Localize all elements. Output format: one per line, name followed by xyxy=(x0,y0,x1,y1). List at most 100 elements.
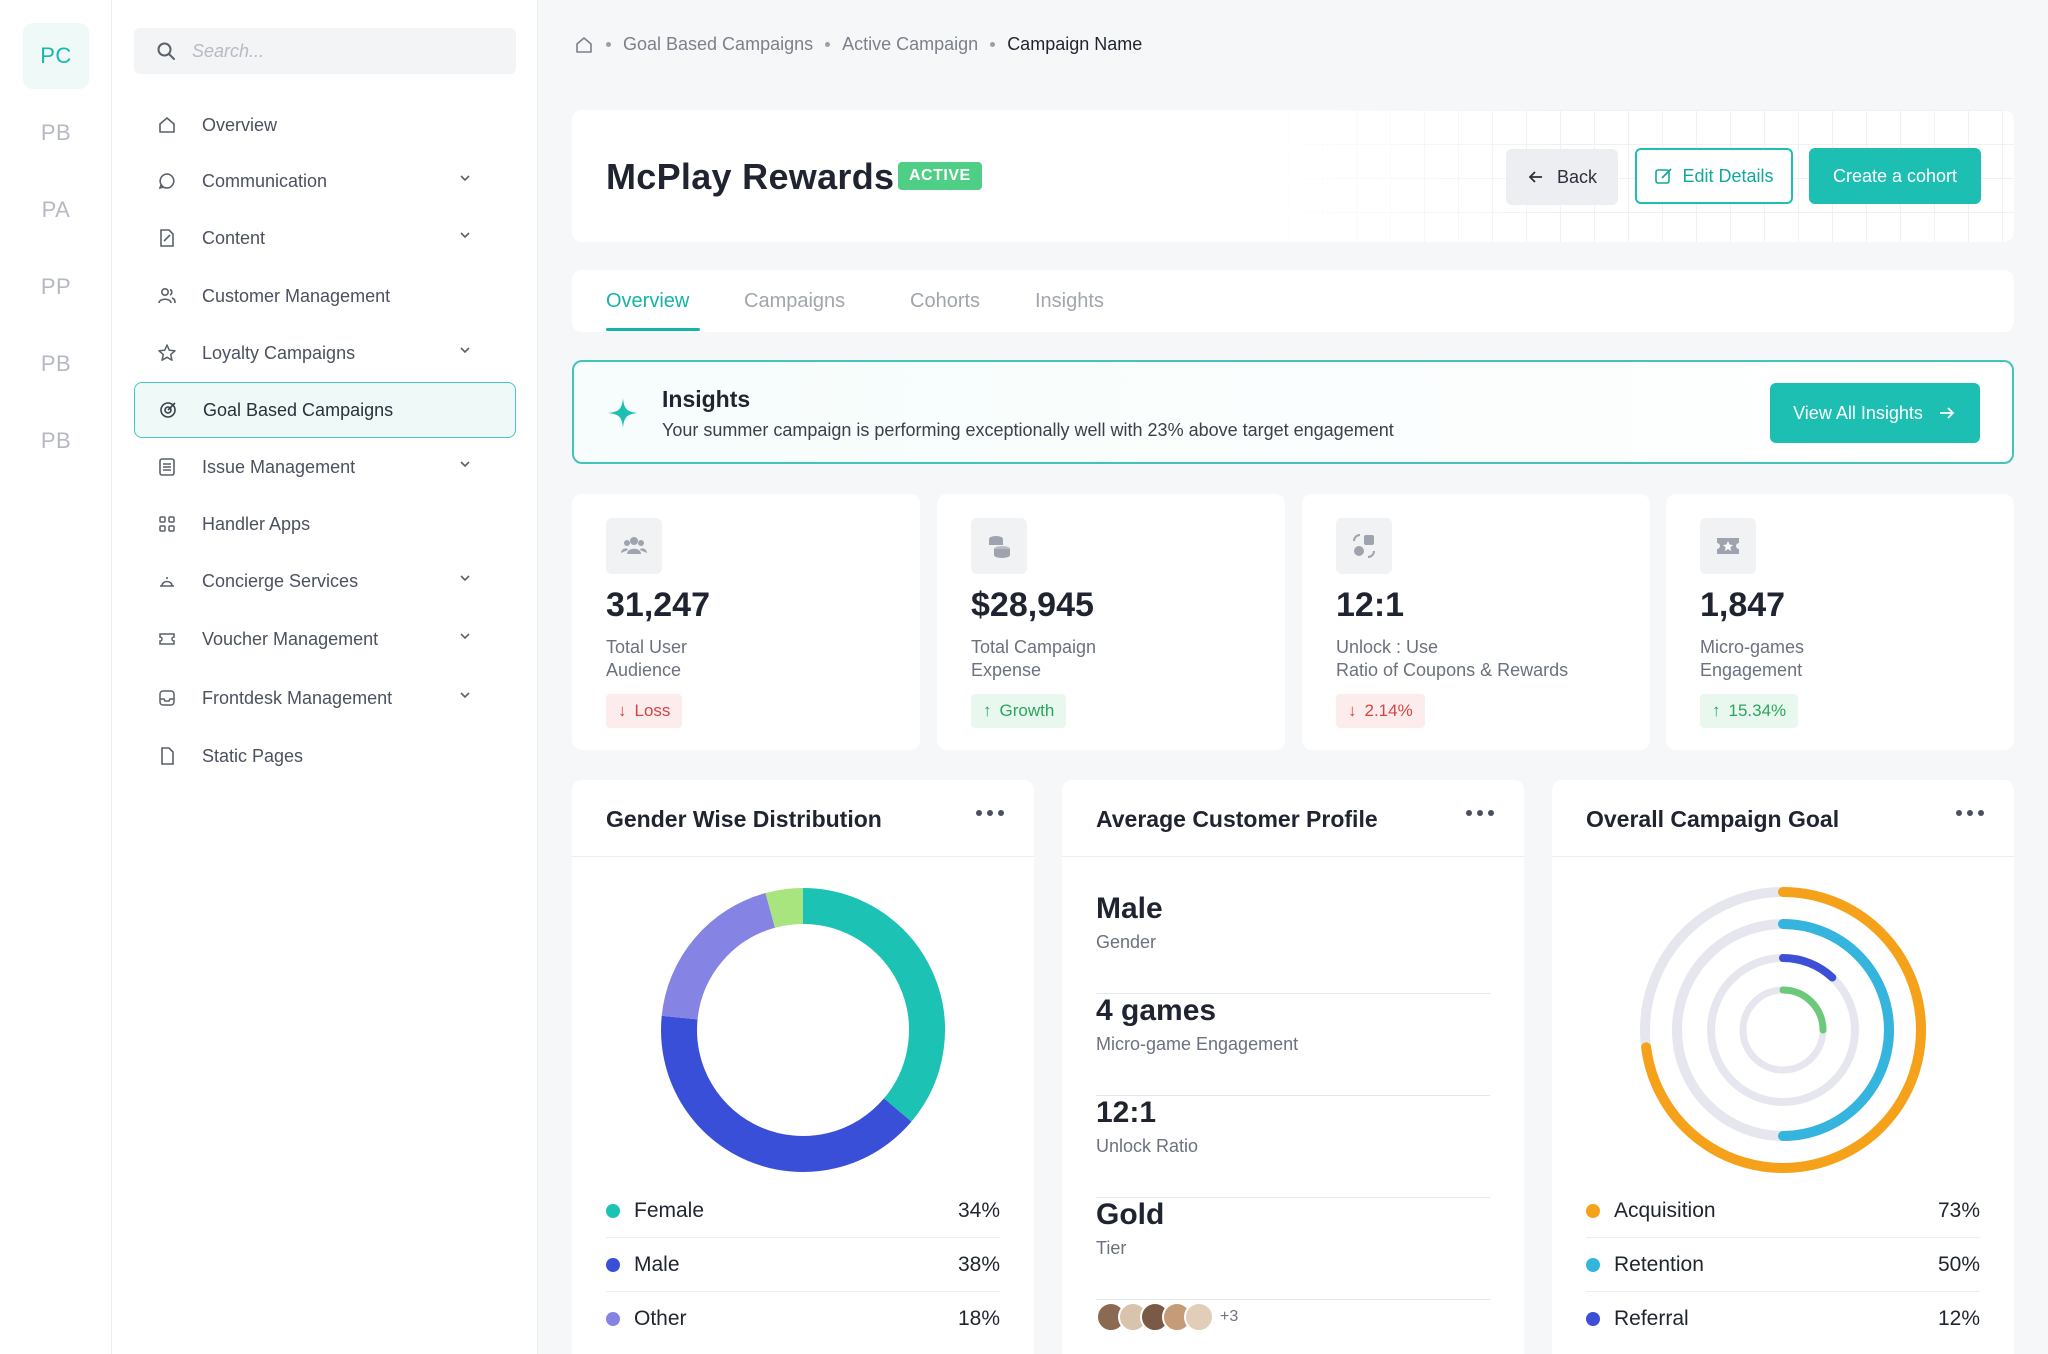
profile-value: Gold xyxy=(1096,1198,1165,1231)
users-group-icon xyxy=(606,518,662,574)
campaign-header: McPlay Rewards ACTIVE Back Edit Details … xyxy=(572,110,2014,242)
chevron-down-icon xyxy=(460,175,470,182)
workspace-pb[interactable]: PB xyxy=(40,120,72,145)
back-button[interactable]: Back xyxy=(1506,149,1618,205)
sidebar-item-goal-based-campaigns[interactable]: Goal Based Campaigns xyxy=(134,382,516,438)
divider xyxy=(1062,856,1524,857)
breadcrumb-item[interactable]: Active Campaign xyxy=(842,34,979,54)
sidebar-item-label: Loyalty Campaigns xyxy=(202,342,356,363)
workspace-pa[interactable]: PA xyxy=(41,197,71,222)
tab-overview[interactable]: Overview xyxy=(606,290,690,312)
workspace-pp[interactable]: PP xyxy=(40,274,72,299)
gender-distribution-panel: Gender Wise Distribution Female 34% Male 3… xyxy=(572,780,1034,1354)
donut-segment-male xyxy=(661,1015,912,1172)
sidebar-item-content[interactable]: Content xyxy=(134,210,516,266)
legend-dot xyxy=(606,1203,620,1218)
legend-dot xyxy=(1586,1203,1600,1218)
ring-progress-retention xyxy=(1778,919,1894,1141)
sidebar-item-label: Issue Management xyxy=(202,456,356,477)
more-options-icon[interactable] xyxy=(1466,810,1494,816)
document-edit-icon xyxy=(156,227,178,249)
legend-retention: Retention 50% xyxy=(1586,1238,1980,1292)
sidebar-item-customer-management[interactable]: Customer Management xyxy=(134,268,516,324)
profile-key: Gender xyxy=(1096,932,1157,952)
tab-campaigns[interactable]: Campaigns xyxy=(744,290,846,312)
search-input[interactable]: Search... xyxy=(134,28,516,74)
sidebar-item-concierge-services[interactable]: Concierge Services xyxy=(134,553,516,609)
edit-details-button[interactable]: Edit Details xyxy=(1635,148,1793,204)
arrow-down-icon: ↓ xyxy=(1348,701,1357,720)
tab-insights[interactable]: Insights xyxy=(1035,290,1104,312)
donut-segment-extra xyxy=(765,888,804,928)
page-title: McPlay Rewards xyxy=(606,156,895,197)
stat-value: 12:1 xyxy=(1336,586,1405,624)
campaign-goal-panel: Overall Campaign Goal Acquisition 73% Ret… xyxy=(1552,780,2014,1354)
view-all-insights-button[interactable]: View All Insights xyxy=(1770,383,1980,443)
workspace-pb-2[interactable]: PB xyxy=(40,351,72,376)
sidebar-item-static-pages[interactable]: Static Pages xyxy=(134,728,516,784)
trend-label: 15.34% xyxy=(1728,701,1787,720)
sidebar-item-communication[interactable]: Communication xyxy=(134,153,516,209)
legend-label: Other xyxy=(634,1307,687,1330)
legend-value: 50% xyxy=(1937,1252,1980,1276)
workspace-pc[interactable]: PC xyxy=(23,23,89,89)
divider xyxy=(1552,856,2014,857)
goal-radial-chart xyxy=(1640,887,1926,1173)
stat-label: Total User Audience xyxy=(606,636,687,682)
home-icon xyxy=(156,114,178,136)
star-icon xyxy=(156,342,178,364)
legend-dot xyxy=(1586,1257,1600,1272)
stat-value: $28,945 xyxy=(971,586,1094,624)
stat-label: Unlock : Use Ratio of Coupons & Rewards xyxy=(1336,636,1568,682)
home-icon[interactable] xyxy=(574,35,594,55)
profile-key: Tier xyxy=(1096,1238,1127,1258)
bell-icon xyxy=(156,570,178,592)
arrow-right-icon xyxy=(1939,407,1955,419)
sidebar-item-issue-management[interactable]: Issue Management xyxy=(134,439,516,495)
breadcrumb-item[interactable]: Goal Based Campaigns xyxy=(623,34,814,54)
create-cohort-button[interactable]: Create a cohort xyxy=(1809,148,1981,204)
trend-badge-loss: ↓ Loss xyxy=(606,694,683,728)
sidebar-item-label: Overview xyxy=(202,114,278,135)
stat-label-line: Audience xyxy=(606,660,682,680)
stat-label-line: Engagement xyxy=(1700,660,1803,680)
more-options-icon[interactable] xyxy=(1956,810,1984,816)
sidebar-item-frontdesk-management[interactable]: Frontdesk Management xyxy=(134,670,516,726)
arrow-left-icon xyxy=(1528,171,1542,183)
legend-label: Male xyxy=(634,1252,680,1276)
stat-label-line: Total Campaign xyxy=(971,637,1097,657)
sidebar-item-loyalty-campaigns[interactable]: Loyalty Campaigns xyxy=(134,325,516,381)
sparkle-icon xyxy=(608,398,638,428)
sidebar-item-voucher-management[interactable]: Voucher Management xyxy=(134,611,516,667)
ring-progress-referral xyxy=(1779,954,1837,982)
donut-segment-female xyxy=(802,888,945,1122)
workspace-pb-3[interactable]: PB xyxy=(40,428,72,453)
legend-acquisition: Acquisition 73% xyxy=(1586,1184,1980,1238)
stat-card-ratio: 12:1 Unlock : Use Ratio of Coupons & Rewa… xyxy=(1302,494,1650,750)
legend-dot xyxy=(606,1257,620,1272)
stat-value: 1,847 xyxy=(1700,586,1786,624)
legend-value: 34% xyxy=(957,1198,1000,1222)
ring-progress-acquisition xyxy=(1641,887,1926,1173)
arrow-up-icon: ↑ xyxy=(1712,701,1721,720)
tab-cohorts[interactable]: Cohorts xyxy=(910,290,981,312)
stat-label: Total Campaign Expense xyxy=(971,636,1096,682)
avatar xyxy=(1184,1302,1214,1332)
legend-male: Male 38% xyxy=(606,1238,1000,1292)
sidebar-item-overview[interactable]: Overview xyxy=(134,97,516,153)
chevron-down-icon xyxy=(460,575,470,582)
apps-grid-icon xyxy=(156,513,178,535)
ticket-star-icon xyxy=(1700,518,1756,574)
sidebar-item-label: Static Pages xyxy=(202,745,304,766)
breadcrumb-separator xyxy=(825,42,831,47)
profile-value: 4 games xyxy=(1096,994,1217,1027)
more-options-icon[interactable] xyxy=(976,810,1004,816)
file-icon xyxy=(156,745,178,767)
stat-value: 31,247 xyxy=(606,586,710,624)
insight-title: Insights xyxy=(662,386,751,412)
sidebar-item-handler-apps[interactable]: Handler Apps xyxy=(134,496,516,552)
avatar-group[interactable]: +3 xyxy=(1096,1302,1238,1332)
chevron-down-icon xyxy=(460,692,470,699)
trend-label: Growth xyxy=(999,701,1055,720)
trend-label: 2.14% xyxy=(1364,701,1413,720)
